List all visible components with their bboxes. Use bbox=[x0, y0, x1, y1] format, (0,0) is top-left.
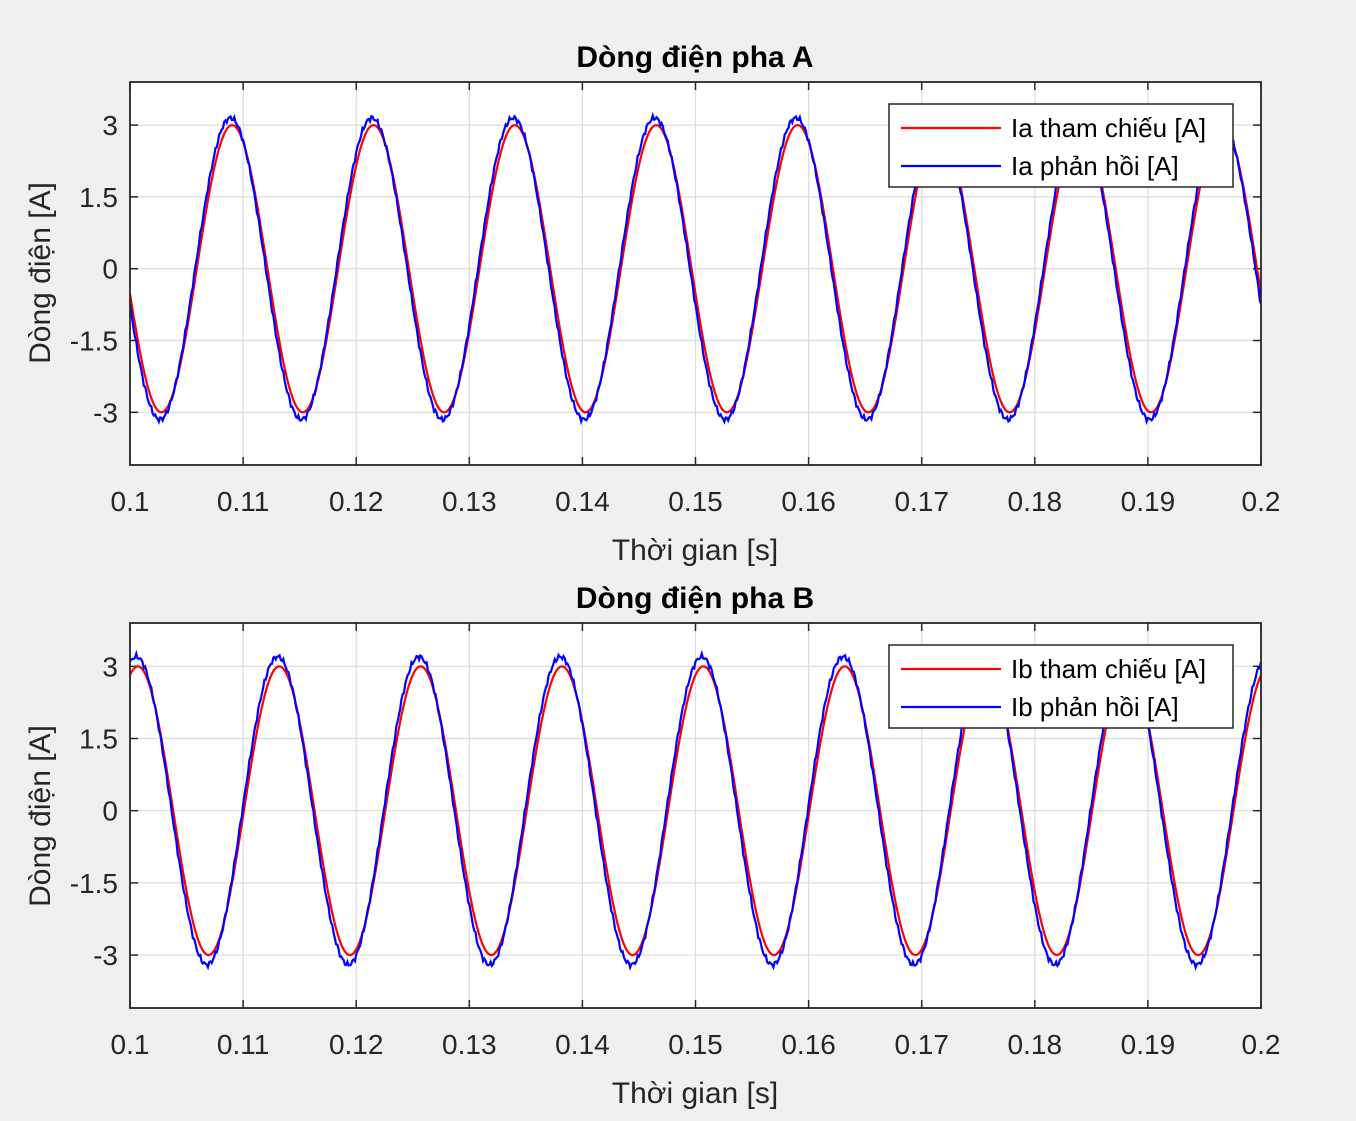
y-tick-label: 1.5 bbox=[79, 182, 118, 213]
x-tick-label: 0.18 bbox=[1008, 1029, 1063, 1060]
y-tick-label: 1.5 bbox=[79, 724, 118, 755]
y-tick-label: 0 bbox=[102, 796, 118, 827]
y-axis-label: Dòng điện [A] bbox=[24, 182, 57, 364]
x-tick-label: 0.2 bbox=[1242, 486, 1281, 517]
y-tick-label: -1.5 bbox=[70, 326, 118, 357]
x-tick-label: 0.12 bbox=[329, 486, 384, 517]
x-tick-label: 0.1 bbox=[111, 1029, 150, 1060]
legend-entry: Ia phản hồi [A] bbox=[1011, 151, 1179, 181]
plot-phase-b: Dòng điện pha B Dòng điện [A] Thời gian … bbox=[24, 582, 1280, 1110]
axes-box bbox=[129, 81, 1262, 466]
y-tick-label: 0 bbox=[102, 254, 118, 285]
x-tick-label: 0.17 bbox=[894, 1029, 949, 1060]
legend: Ia tham chiếu [A] Ia phản hồi [A] bbox=[888, 103, 1234, 188]
x-axis-label: Thời gian [s] bbox=[612, 534, 778, 567]
plot-title: Dòng điện pha B bbox=[576, 582, 814, 615]
x-tick-label: 0.14 bbox=[555, 486, 610, 517]
x-tick-label: 0.1 bbox=[111, 486, 150, 517]
legend-box bbox=[888, 644, 1234, 729]
legend-entry: Ia tham chiếu [A] bbox=[1011, 113, 1206, 143]
x-tick-label: 0.12 bbox=[329, 1029, 384, 1060]
legend-entry: Ib tham chiếu [A] bbox=[1011, 654, 1206, 684]
x-tick-label: 0.11 bbox=[217, 1029, 269, 1060]
x-tick-label: 0.19 bbox=[1121, 1029, 1176, 1060]
y-tick-label: 3 bbox=[102, 110, 118, 141]
y-tick-label: 3 bbox=[102, 651, 118, 682]
x-tick-label: 0.2 bbox=[1242, 1029, 1281, 1060]
axes-box bbox=[129, 622, 1262, 1009]
legend-box bbox=[888, 103, 1234, 188]
plot-phase-a: Dòng điện pha A Dòng điện [A] Thời gian … bbox=[24, 41, 1280, 567]
y-tick-label: -3 bbox=[93, 397, 118, 428]
x-tick-label: 0.13 bbox=[442, 1029, 497, 1060]
x-tick-label: 0.16 bbox=[781, 1029, 836, 1060]
x-tick-label: 0.18 bbox=[1008, 486, 1063, 517]
x-tick-label: 0.13 bbox=[442, 486, 497, 517]
x-tick-label: 0.14 bbox=[555, 1029, 610, 1060]
plot-title: Dòng điện pha A bbox=[576, 41, 813, 74]
x-tick-label: 0.17 bbox=[894, 486, 949, 517]
x-tick-label: 0.15 bbox=[668, 486, 723, 517]
x-tick-label: 0.15 bbox=[668, 1029, 723, 1060]
y-tick-label: -3 bbox=[93, 940, 118, 971]
x-axis-label: Thời gian [s] bbox=[612, 1077, 778, 1110]
series-line-1 bbox=[130, 649, 1261, 972]
y-axis-label: Dòng điện [A] bbox=[24, 725, 57, 907]
x-tick-label: 0.19 bbox=[1121, 486, 1176, 517]
x-tick-label: 0.16 bbox=[781, 486, 836, 517]
legend: Ib tham chiếu [A] Ib phản hồi [A] bbox=[888, 644, 1234, 729]
y-tick-label: -1.5 bbox=[70, 868, 118, 899]
legend-entry: Ib phản hồi [A] bbox=[1011, 692, 1179, 722]
x-tick-label: 0.11 bbox=[217, 486, 269, 517]
